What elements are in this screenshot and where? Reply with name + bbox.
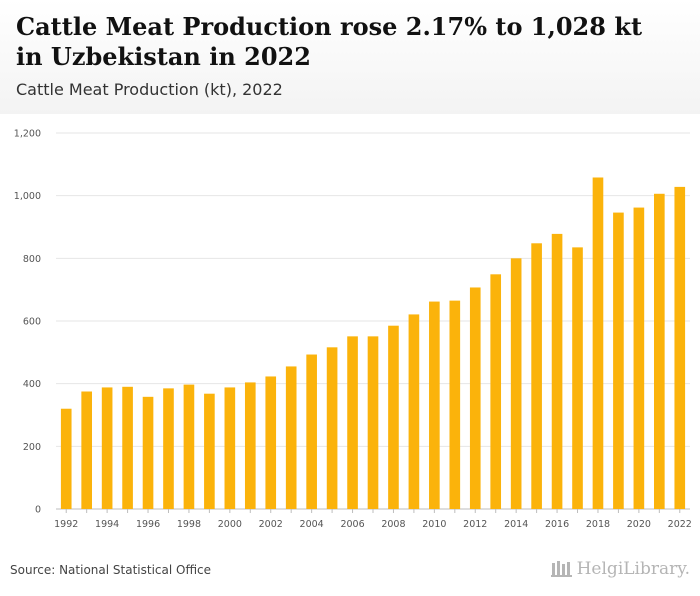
x-tick-label: 2002 (259, 519, 283, 530)
y-tick-label: 0 (35, 505, 41, 516)
x-tick-label: 2006 (340, 519, 364, 530)
y-tick-label: 400 (23, 379, 41, 390)
y-tick-label: 1,000 (14, 191, 41, 202)
bars (60, 177, 686, 510)
bar-2011[interactable] (449, 300, 461, 509)
bar-2002[interactable] (265, 376, 277, 509)
bar-1994[interactable] (101, 387, 113, 509)
x-tick-label: 2014 (504, 519, 528, 530)
bar-chart: 0 200 400 600 800 1,000 1,200 1992 1994 1996 1998… (14, 129, 692, 531)
header: Cattle Meat Production rose 2.17% to 1,0… (0, 0, 700, 114)
x-tick-label: 2022 (668, 519, 692, 530)
bar-2003[interactable] (285, 366, 297, 509)
bar-1997[interactable] (163, 388, 174, 509)
y-tick-label: 1,200 (14, 129, 41, 140)
y-tick-label: 800 (23, 254, 41, 265)
bar-2014[interactable] (510, 258, 522, 509)
bar-2017[interactable] (572, 247, 583, 509)
y-tick-label: 600 (23, 317, 41, 328)
page-title: Cattle Meat Production rose 2.17% to 1,0… (16, 12, 643, 71)
bar-1992[interactable] (60, 408, 72, 509)
bar-2000[interactable] (224, 387, 236, 509)
bar-2001[interactable] (244, 382, 256, 509)
bar-1993[interactable] (81, 391, 92, 510)
bar-2004[interactable] (306, 354, 317, 509)
bar-2015[interactable] (531, 243, 542, 509)
x-tick-label: 2016 (545, 519, 569, 530)
bar-2013[interactable] (490, 274, 502, 509)
bar-2009[interactable] (408, 314, 420, 509)
x-tick-label: 2008 (381, 519, 405, 530)
bar-2020[interactable] (633, 207, 645, 509)
x-tick-label: 2012 (463, 519, 487, 530)
y-tick-label: 200 (23, 442, 41, 453)
bar-1996[interactable] (142, 396, 154, 509)
bar-2016[interactable] (551, 233, 563, 509)
bar-2022[interactable] (674, 186, 686, 509)
bar-2018[interactable] (592, 177, 604, 509)
x-tick-label: 1992 (54, 519, 78, 530)
bar-1995[interactable] (122, 386, 133, 509)
x-tick-label: 2010 (422, 519, 446, 530)
x-tick-label: 1994 (95, 519, 119, 530)
x-tick-label: 2004 (300, 519, 324, 530)
brand-logo[interactable]: HelgiLibrary. (550, 559, 690, 579)
bar-1999[interactable] (204, 393, 215, 509)
x-tick-label: 2000 (218, 519, 242, 530)
bar-2008[interactable] (388, 325, 399, 509)
chart-subtitle: Cattle Meat Production (kt), 2022 (16, 80, 283, 99)
bar-2005[interactable] (326, 347, 338, 509)
source-note: Source: National Statistical Office (10, 563, 212, 577)
bar-2007[interactable] (367, 336, 379, 509)
bar-2012[interactable] (469, 287, 481, 509)
bar-2019[interactable] (613, 212, 624, 509)
bar-2010[interactable] (429, 301, 440, 509)
bar-2021[interactable] (654, 193, 665, 509)
x-tick-label: 1998 (177, 519, 201, 530)
x-tick-label: 2018 (586, 519, 610, 530)
bar-1998[interactable] (183, 384, 195, 509)
library-icon (550, 561, 572, 577)
y-axis-ticks: 0 200 400 600 800 1,000 1,200 (14, 129, 41, 516)
bar-2006[interactable] (347, 336, 358, 509)
x-axis-ticks: 1992 1994 1996 1998 2000 2002 2004 2006 2008 2010… (54, 509, 692, 530)
brand-name: HelgiLibrary. (576, 559, 690, 579)
x-tick-label: 1996 (136, 519, 160, 530)
x-tick-label: 2020 (627, 519, 651, 530)
